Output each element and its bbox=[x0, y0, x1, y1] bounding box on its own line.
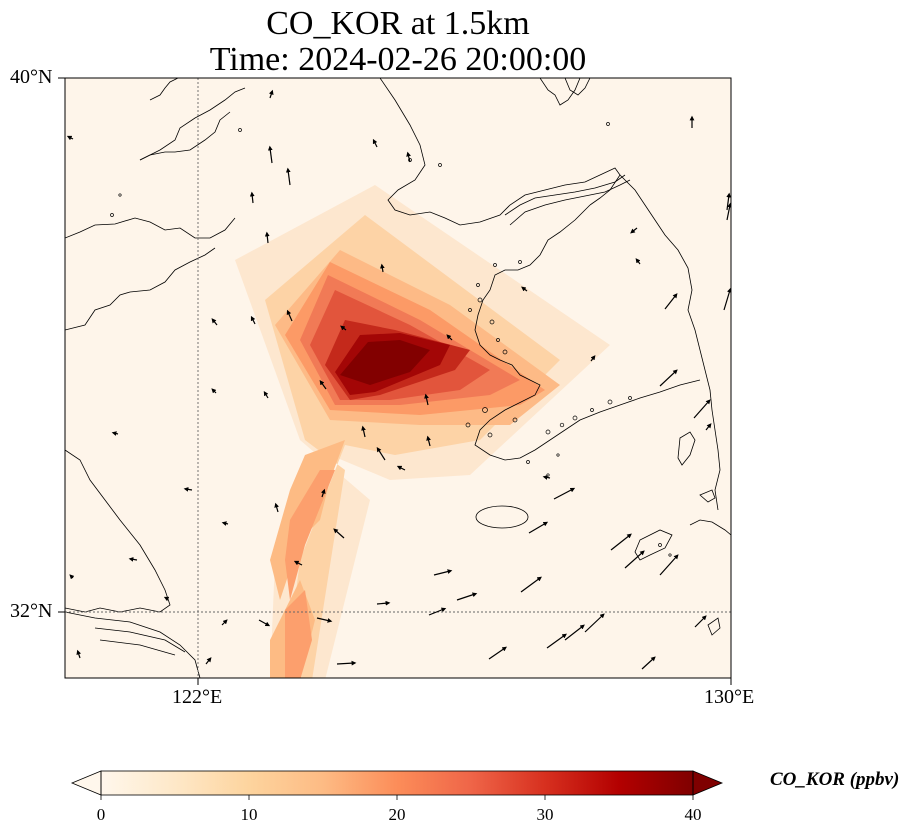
wind-arrow bbox=[424, 393, 429, 406]
wind-arrow bbox=[723, 287, 731, 311]
wind-arrow bbox=[635, 258, 641, 265]
wind-arrow bbox=[396, 465, 406, 471]
colorbar-tick-30: 30 bbox=[536, 805, 554, 824]
wind-arrow bbox=[590, 355, 596, 362]
wind-arrow bbox=[264, 231, 270, 244]
axis-ticks bbox=[58, 77, 732, 685]
colorbar-tick-10: 10 bbox=[240, 805, 258, 824]
wind-arrow bbox=[250, 315, 256, 325]
wind-arrow bbox=[584, 613, 605, 633]
wind-arrow bbox=[520, 576, 542, 593]
wind-arrow bbox=[205, 657, 212, 665]
wind-arrow bbox=[221, 521, 229, 526]
wind-arrow bbox=[320, 488, 326, 498]
wind-arrow bbox=[546, 633, 567, 649]
colorbar-tick-20: 20 bbox=[388, 805, 406, 824]
colorbar-tick-40: 40 bbox=[684, 805, 702, 824]
gridlines bbox=[65, 78, 731, 678]
wind-arrow bbox=[456, 592, 478, 601]
wind-arrow bbox=[624, 550, 645, 569]
wind-arrow bbox=[528, 521, 549, 534]
wind-arrow bbox=[641, 656, 656, 670]
wind-arrow bbox=[263, 390, 269, 399]
wind-arrow bbox=[293, 560, 303, 566]
wind-arrow bbox=[542, 475, 551, 480]
wind-arrow bbox=[211, 318, 218, 326]
wind-arrow bbox=[426, 435, 431, 447]
wind-arrow bbox=[163, 596, 170, 602]
wind-arrow bbox=[406, 151, 411, 163]
wind-arrow bbox=[336, 660, 357, 666]
wind-arrow bbox=[553, 487, 576, 500]
wind-arrow bbox=[66, 135, 74, 141]
wind-arrow bbox=[521, 286, 528, 292]
wind-arrow bbox=[285, 167, 291, 186]
wind-arrow bbox=[340, 325, 347, 331]
wind-arrow bbox=[664, 293, 678, 310]
colorbar bbox=[70, 770, 724, 800]
lon-label-122e: 122°E bbox=[172, 686, 223, 708]
wind-arrow bbox=[361, 425, 366, 438]
wind-arrow bbox=[376, 600, 391, 606]
wind-arrow bbox=[211, 388, 217, 394]
wind-arrow bbox=[274, 502, 279, 513]
wind-arrow bbox=[76, 649, 82, 659]
wind-arrow bbox=[319, 380, 327, 390]
wind-arrow bbox=[428, 607, 447, 616]
wind-arrow bbox=[446, 334, 453, 341]
wind-arrow bbox=[333, 528, 345, 539]
wind-arrow bbox=[693, 399, 711, 419]
wind-vectors bbox=[66, 89, 731, 670]
wind-arrow bbox=[111, 431, 119, 436]
map-title-line1: CO_KOR at 1.5km bbox=[266, 5, 530, 42]
wind-arrow bbox=[69, 574, 75, 580]
wind-arrow bbox=[128, 557, 138, 562]
coastlines bbox=[65, 78, 731, 678]
wind-arrow bbox=[316, 617, 333, 623]
wind-arrow bbox=[694, 615, 707, 628]
wind-arrow bbox=[380, 263, 385, 273]
wind-arrow bbox=[372, 138, 378, 148]
co-plume bbox=[235, 185, 610, 678]
wind-arrow bbox=[659, 369, 678, 387]
wind-arrow bbox=[376, 446, 386, 461]
small-islands bbox=[110, 122, 672, 557]
lon-label-130e: 130°E bbox=[704, 686, 755, 708]
wind-arrow bbox=[286, 309, 293, 322]
wind-arrow bbox=[258, 619, 271, 627]
wind-arrow bbox=[630, 227, 638, 234]
map-frame bbox=[64, 77, 732, 679]
wind-arrow bbox=[705, 423, 712, 431]
wind-arrow bbox=[659, 554, 679, 576]
wind-arrow bbox=[488, 646, 507, 660]
map-title-line2: Time: 2024-02-26 20:00:00 bbox=[209, 41, 587, 78]
wind-arrow bbox=[249, 191, 255, 204]
wind-arrow bbox=[726, 202, 731, 221]
lat-label-32n: 32°N bbox=[10, 600, 53, 622]
wind-arrow bbox=[268, 89, 274, 99]
lat-label-40n: 40°N bbox=[10, 66, 53, 88]
colorbar-label: CO_KOR (ppbv) bbox=[770, 769, 900, 790]
wind-arrow bbox=[564, 624, 585, 641]
wind-arrow bbox=[433, 569, 453, 576]
wind-arrow bbox=[221, 619, 228, 626]
colorbar-tick-0: 0 bbox=[96, 805, 106, 824]
wind-arrow bbox=[267, 145, 273, 164]
wind-arrow bbox=[183, 487, 193, 492]
wind-arrow bbox=[610, 533, 632, 551]
